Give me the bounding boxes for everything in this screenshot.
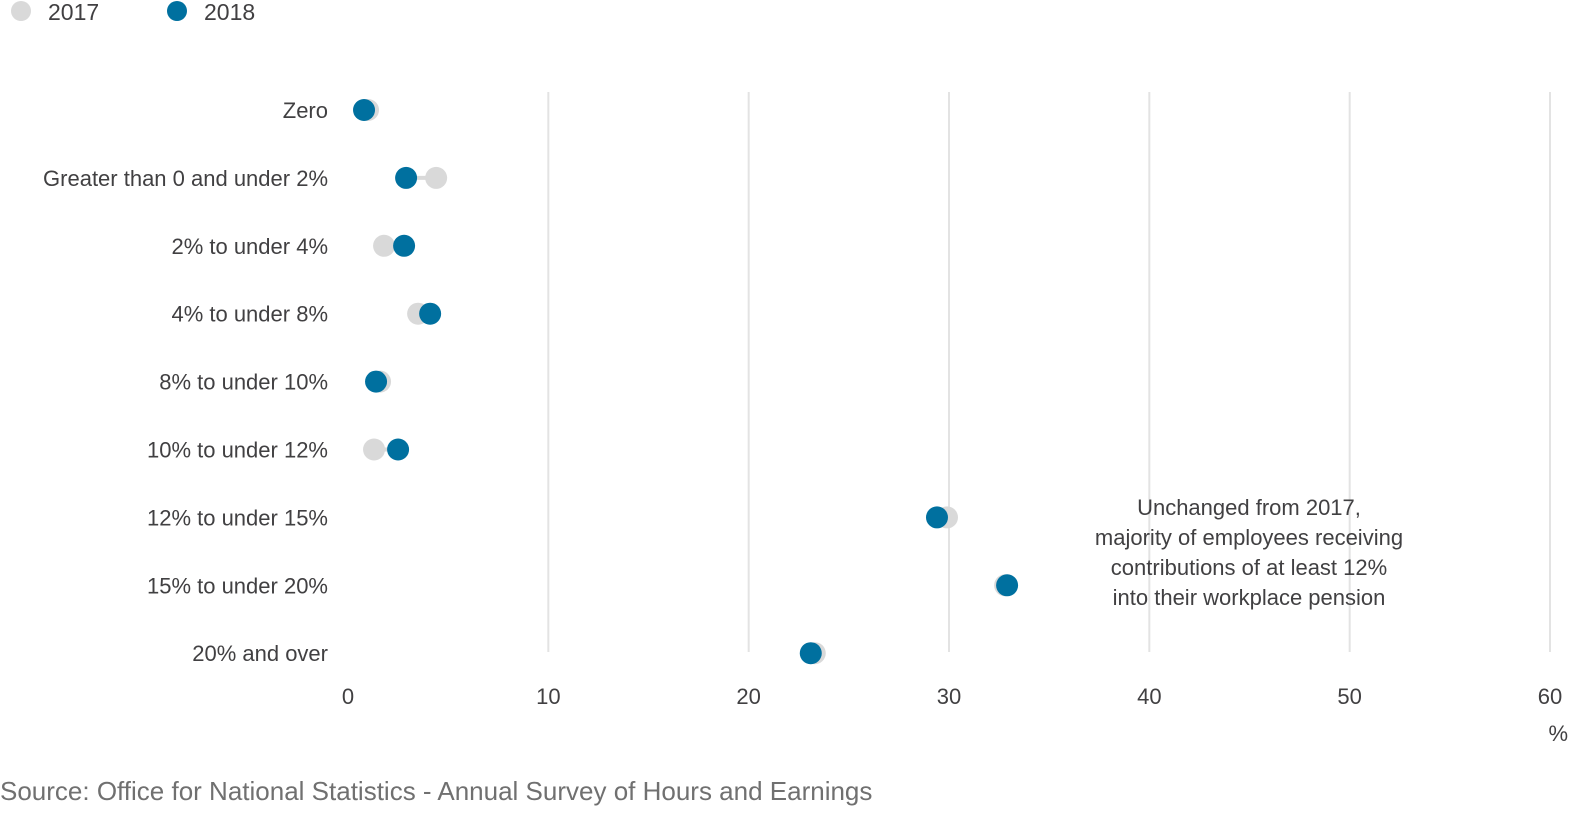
- point-2017: [425, 166, 448, 189]
- category-label: 8% to under 10%: [159, 370, 328, 395]
- category-label: 4% to under 8%: [171, 302, 328, 327]
- point-2018: [365, 370, 388, 393]
- legend-marker-2018: [167, 1, 187, 21]
- legend-marker-2017: [11, 1, 31, 21]
- category-labels: Zero Greater than 0 and under 2% 2% to und…: [43, 98, 328, 666]
- category-label: Zero: [283, 98, 328, 123]
- category-label: 10% to under 12%: [147, 438, 328, 463]
- annotation-line-2: majority of employees receiving: [1095, 525, 1403, 550]
- x-tick-label: 60: [1538, 684, 1562, 709]
- category-label: 20% and over: [192, 641, 328, 666]
- category-label: Greater than 0 and under 2%: [43, 166, 328, 191]
- point-2017: [373, 234, 396, 257]
- category-label: 15% to under 20%: [147, 573, 328, 598]
- point-2018: [419, 302, 442, 325]
- category-label: 12% to under 15%: [147, 505, 328, 530]
- series-2017-points: [357, 99, 1017, 665]
- x-tick-label: 30: [937, 684, 961, 709]
- point-2018: [395, 166, 418, 189]
- connector-lines: [364, 108, 1008, 656]
- annotation: Unchanged from 2017, majority of employe…: [1095, 495, 1403, 610]
- x-tick-label: 20: [736, 684, 760, 709]
- point-2017: [363, 438, 386, 461]
- point-2018: [925, 506, 948, 529]
- legend-label-2017: 2017: [48, 0, 99, 25]
- x-tick-label: 50: [1337, 684, 1361, 709]
- point-2018: [353, 99, 376, 121]
- source-note: Source: Office for National Statistics -…: [0, 776, 872, 806]
- point-2018: [387, 438, 410, 461]
- chart-legend: 2017 2018: [11, 0, 255, 25]
- legend-label-2018: 2018: [204, 0, 255, 25]
- point-2018: [996, 574, 1019, 597]
- x-tick-label: 40: [1137, 684, 1161, 709]
- point-2018: [393, 234, 416, 257]
- point-2018: [799, 642, 822, 665]
- series-2018-points: [353, 99, 1019, 665]
- annotation-line-3: contributions of at least 12%: [1111, 555, 1387, 580]
- category-label: 2% to under 4%: [171, 234, 328, 259]
- x-axis-unit: %: [1548, 721, 1568, 746]
- x-tick-label: 0: [342, 684, 354, 709]
- annotation-line-1: Unchanged from 2017,: [1137, 495, 1361, 520]
- x-tick-label: 10: [536, 684, 560, 709]
- x-axis-ticks: 0 10 20 30 40 50 60: [342, 684, 1562, 709]
- gridlines: [547, 92, 1551, 652]
- annotation-line-4: into their workplace pension: [1113, 585, 1386, 610]
